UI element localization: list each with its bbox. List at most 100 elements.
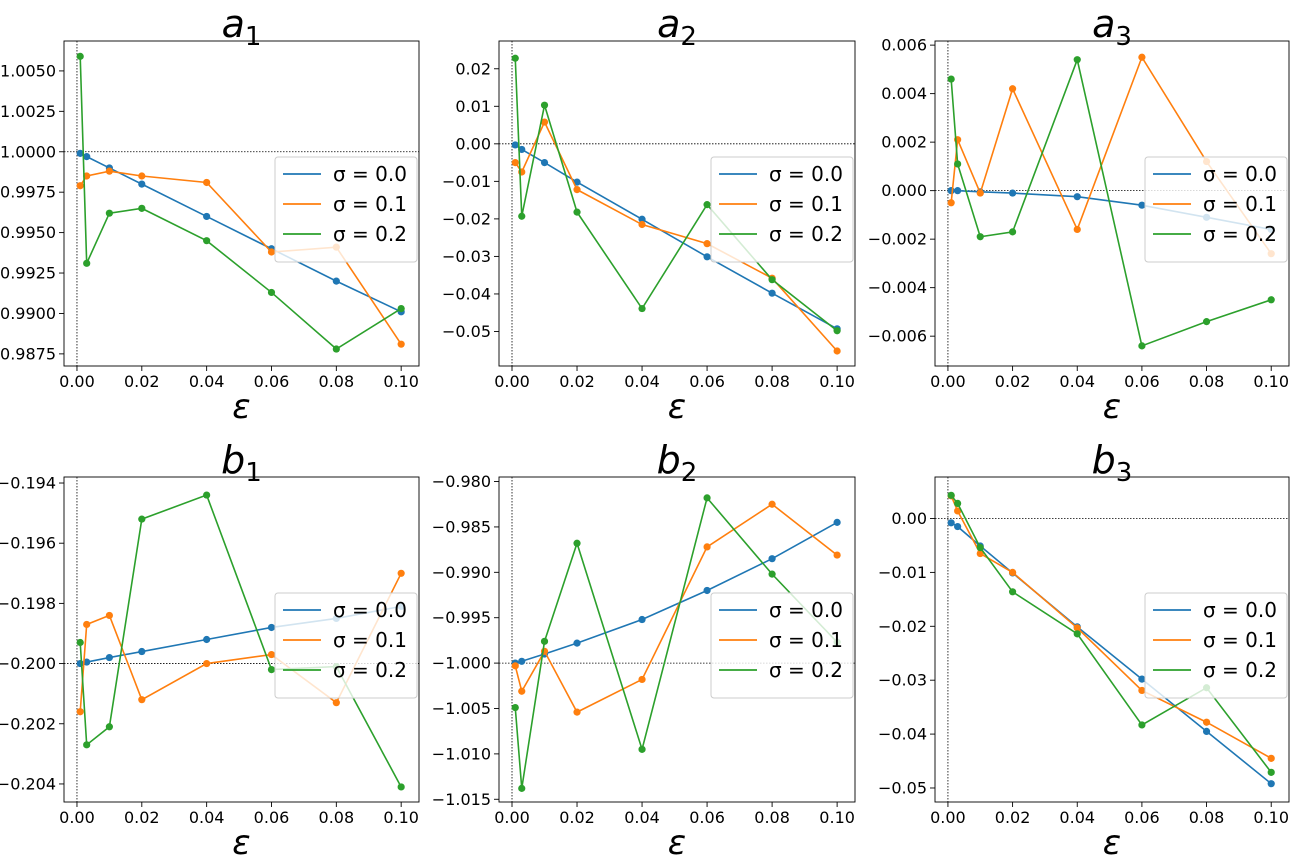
data-point <box>1138 686 1146 695</box>
series-line-2 <box>514 496 838 789</box>
data-point <box>83 658 91 666</box>
legend-entry-label: σ = 0.2 <box>333 658 407 682</box>
y-tick-label: −0.002 <box>868 230 927 249</box>
x-tick-label: 0.00 <box>59 808 95 827</box>
data-point <box>138 515 146 523</box>
subplot-title-subscript: 3 <box>1115 22 1132 52</box>
legend-box <box>710 592 854 699</box>
data-point <box>540 118 549 126</box>
y-tick-label: 0.00 <box>455 134 491 153</box>
legend-entry-label: σ = 0.1 <box>1203 628 1277 652</box>
y-tick-label: 1.0050 <box>0 61 56 80</box>
x-tick-label: 0.00 <box>930 372 966 391</box>
data-point <box>638 304 646 313</box>
subplot-title-subscript: 2 <box>681 458 698 488</box>
x-axis-label: ε <box>1103 823 1121 863</box>
x-axis-label: ε <box>232 387 250 427</box>
data-point <box>332 699 340 707</box>
data-point <box>105 653 113 662</box>
y-tick-label: −0.05 <box>442 322 491 341</box>
legend: σ = 0.0 σ = 0.1 σ = 0.2 <box>274 592 418 699</box>
y-tick-label: 0.006 <box>881 36 927 55</box>
y-tick-label: −0.204 <box>0 774 56 793</box>
x-tick-label: 0.00 <box>494 372 530 391</box>
data-point <box>397 340 405 348</box>
legend-entry-label: σ = 0.1 <box>333 628 407 652</box>
data-point <box>638 615 646 624</box>
data-point <box>267 665 276 674</box>
y-tick-label: −0.006 <box>868 327 927 346</box>
data-point <box>332 277 340 285</box>
legend-entry-label: σ = 0.0 <box>769 598 843 622</box>
x-tick-label: 0.10 <box>383 808 419 827</box>
legend-box <box>1144 156 1288 263</box>
data-point <box>76 708 84 716</box>
y-tick-label: −0.196 <box>0 534 56 553</box>
subplot-title-main: b <box>657 438 681 482</box>
data-point <box>1267 754 1275 762</box>
y-tick-label: −0.04 <box>878 725 927 744</box>
data-point <box>511 662 519 670</box>
legend-box <box>274 156 418 263</box>
data-point <box>83 620 91 629</box>
data-point <box>1008 189 1017 197</box>
data-point <box>138 180 146 188</box>
x-tick-label: 0.04 <box>1059 372 1095 391</box>
data-point <box>573 208 581 216</box>
x-tick-label: 0.10 <box>819 808 855 827</box>
data-point <box>1267 768 1275 776</box>
subplot-title-subscript: 1 <box>245 22 262 52</box>
data-point <box>947 187 955 195</box>
data-point <box>1073 193 1081 201</box>
data-point <box>833 518 841 526</box>
legend: σ = 0.0 σ = 0.1 σ = 0.2 <box>1144 592 1288 699</box>
legend-entry-label: σ = 0.2 <box>333 222 407 246</box>
data-point <box>397 569 405 577</box>
x-tick-label: 0.08 <box>319 372 355 391</box>
data-point <box>76 638 84 647</box>
data-point <box>203 635 211 644</box>
data-point <box>1073 624 1081 632</box>
data-point <box>954 507 962 515</box>
data-point <box>203 237 211 245</box>
axes-frame <box>63 40 420 367</box>
data-point <box>703 201 711 209</box>
subplot-b1: 0.00 0.02 0.04 0.06 0.08 0.10 −0.204 −0.202 −0.2… <box>0 438 420 863</box>
subplot-title-main: a <box>657 2 680 46</box>
data-point <box>1267 780 1275 788</box>
data-point <box>511 141 519 149</box>
data-point <box>768 289 776 297</box>
x-tick-label: 0.06 <box>1124 372 1160 391</box>
series-line-0 <box>514 144 838 330</box>
data-point <box>954 499 962 508</box>
x-tick-label: 0.04 <box>189 808 225 827</box>
subplot-title-main: b <box>1092 438 1116 482</box>
data-point <box>540 101 549 109</box>
y-tick-label: −1.015 <box>432 790 491 809</box>
y-tick-label: −1.010 <box>432 744 491 763</box>
data-point <box>105 209 113 217</box>
legend: σ = 0.0 σ = 0.1 σ = 0.2 <box>710 156 854 263</box>
data-point <box>573 186 581 194</box>
data-point <box>833 551 841 559</box>
data-point <box>1008 568 1017 576</box>
y-tick-label: −0.03 <box>878 671 927 690</box>
legend: σ = 0.0 σ = 0.1 σ = 0.2 <box>710 592 854 699</box>
data-point <box>138 696 146 704</box>
data-point <box>703 586 711 595</box>
y-tick-label: 0.004 <box>881 84 927 103</box>
y-tick-label: −0.02 <box>442 209 491 228</box>
data-point <box>703 240 711 248</box>
data-point <box>83 172 91 180</box>
subplot-title: a1 <box>222 2 262 52</box>
series-line-2 <box>950 56 1272 347</box>
y-tick-label: −0.05 <box>878 778 927 797</box>
x-tick-label: 0.08 <box>754 808 790 827</box>
legend-entry-label: σ = 0.2 <box>1203 222 1277 246</box>
x-tick-label: 0.00 <box>494 808 530 827</box>
x-tick-label: 0.00 <box>930 808 966 827</box>
y-tick-label: −0.03 <box>442 247 491 266</box>
legend-entry-label: σ = 0.1 <box>769 628 843 652</box>
axes-frame <box>934 40 1290 367</box>
data-point <box>76 659 84 668</box>
